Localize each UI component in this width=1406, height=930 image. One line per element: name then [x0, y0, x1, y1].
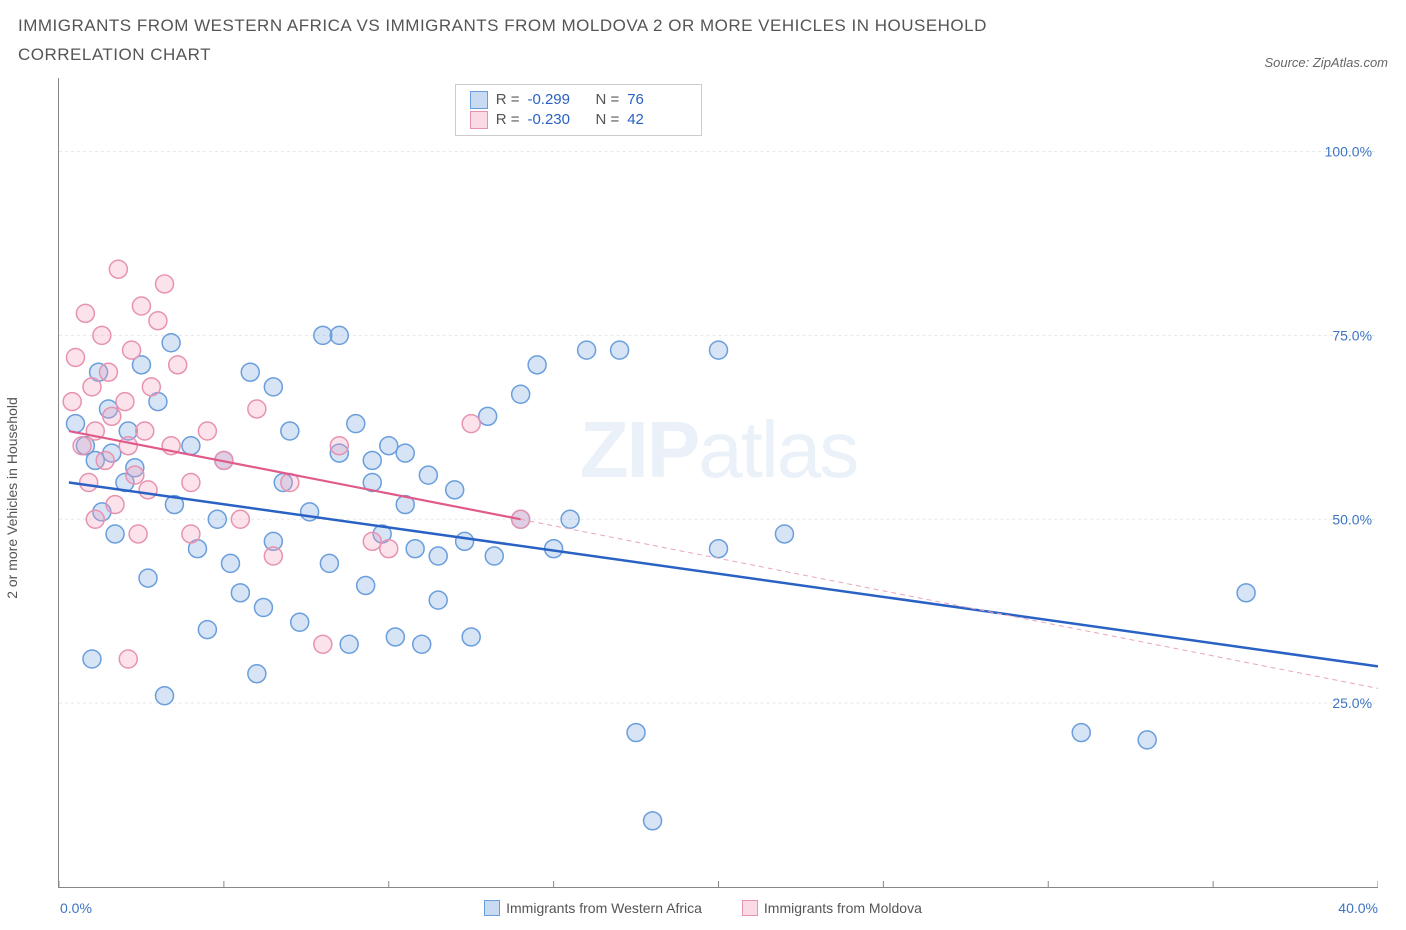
legend-item-2: Immigrants from Moldova — [742, 900, 922, 916]
bottom-legend: Immigrants from Western Africa Immigrant… — [18, 900, 1388, 916]
scatter-svg: 25.0% 50.0% 75.0% 100.0% — [59, 78, 1378, 887]
y-axis-label: 2 or more Vehicles in Household — [4, 397, 20, 599]
n-value-2: 42 — [627, 111, 687, 128]
n-value-1: 76 — [627, 91, 687, 108]
swatch-icon — [742, 900, 758, 916]
swatch-icon — [470, 111, 488, 129]
svg-text:100.0%: 100.0% — [1325, 143, 1372, 159]
legend-item-1: Immigrants from Western Africa — [484, 900, 702, 916]
correlation-chart: 2 or more Vehicles in Household 25.0%50.… — [18, 78, 1388, 918]
swatch-icon — [484, 900, 500, 916]
stats-row-series2: R = -0.230 N = 42 — [470, 111, 688, 129]
stats-row-series1: R = -0.299 N = 76 — [470, 91, 688, 109]
r-value-2: -0.230 — [527, 111, 587, 128]
swatch-icon — [470, 91, 488, 109]
plot-area: 25.0%50.0%75.0%100.0% ZIPatlas R = -0.29… — [58, 78, 1378, 888]
r-value-1: -0.299 — [527, 91, 587, 108]
source-credit: Source: ZipAtlas.com — [1264, 55, 1388, 70]
svg-text:50.0%: 50.0% — [1332, 511, 1372, 527]
svg-text:25.0%: 25.0% — [1332, 695, 1372, 711]
stats-legend-box: R = -0.299 N = 76 R = -0.230 N = 42 — [455, 84, 703, 136]
page-title: IMMIGRANTS FROM WESTERN AFRICA VS IMMIGR… — [18, 12, 1118, 70]
svg-text:75.0%: 75.0% — [1332, 327, 1372, 343]
